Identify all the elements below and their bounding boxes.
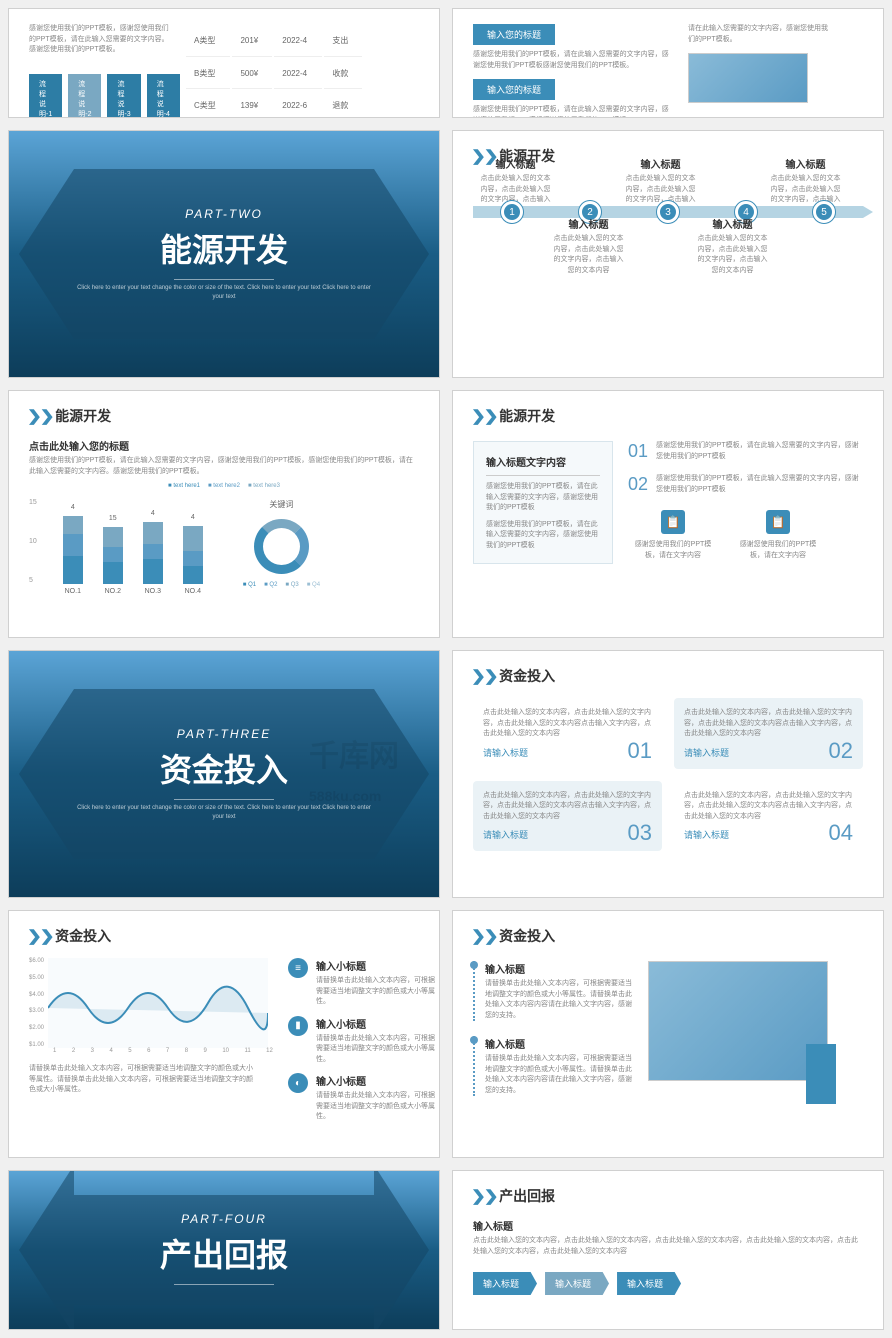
s2-h1: 输入您的标题	[473, 24, 555, 45]
slide-output: 产出回报 输入标题 点击此处输入您的文本内容，点击此处输入您的文本内容，点击此处…	[452, 1170, 884, 1330]
qcard-4: 点击此处输入您的文本内容，点击此处输入您的文字内容，点击此处输入您的文本内容点击…	[674, 781, 863, 852]
s2-t1: 感谢您使用我们的PPT模板，请在此输入您需要的文字内容，感谢您使用我们PPT模板…	[473, 50, 673, 71]
tab-4[interactable]: 流程说明-4	[147, 74, 180, 119]
bar-icon: ▮	[288, 1016, 308, 1036]
timeline-track: 1 2 3 4 5	[473, 206, 863, 218]
cover-part-three: 千库网588ku.com PART-THREE 资金投入 Click here …	[8, 650, 440, 898]
slide-image-text: 资金投入 输入标题 请替换单击此处输入文本内容，可根据需要适当地调整文字的颜色或…	[452, 910, 884, 1158]
slide-quad: 资金投入 点击此处输入您的文本内容，点击此处输入您的文字内容，点击此处输入您的文…	[452, 650, 884, 898]
chart-desc: 感谢您使用我们的PPT模板，请在此输入您需要的文字内容，感谢您使用我们的PPT模…	[29, 456, 419, 477]
slide-2: 输入您的标题 感谢您使用我们的PPT模板，请在此输入您需要的文字内容，感谢您使用…	[452, 8, 884, 118]
chevron-icon	[473, 407, 494, 426]
chevron-icon	[473, 667, 494, 686]
s2-image	[688, 53, 808, 103]
tl-node-3: 3	[657, 201, 679, 223]
part-title: 能源开发	[160, 225, 288, 271]
slide-barchart: 能源开发 点击此处输入您的标题 感谢您使用我们的PPT模板，请在此输入您需要的文…	[8, 390, 440, 638]
slide-infobox: 能源开发 输入标题文字内容 感谢您使用我们的PPT模板，请在此输入您需要的文字内…	[452, 390, 884, 638]
info-box: 输入标题文字内容 感谢您使用我们的PPT模板，请在此输入您需要的文字内容，感谢您…	[473, 441, 613, 564]
chevron-icon	[29, 407, 50, 426]
s2-h2: 输入您的标题	[473, 79, 555, 100]
quad-grid: 点击此处输入您的文本内容，点击此处输入您的文字内容，点击此处输入您的文本内容点击…	[473, 698, 863, 851]
clipboard-icon: 📋	[661, 510, 685, 534]
part-sub: Click here to enter your text change the…	[74, 284, 374, 301]
slide-linechart: 资金投入 $6.00$5.00$4.00$3.00$2.00$1.00 1234…	[8, 910, 440, 1158]
chevron-icon	[29, 927, 50, 946]
chevron-icon	[473, 927, 494, 946]
line-chart-svg	[48, 958, 268, 1048]
chart-title: 点击此处输入您的标题	[29, 438, 419, 453]
s1-desc: 感谢您使用我们的PPT模板，感谢您使用我们的PPT模板，请在此输入您需要的文字内…	[29, 24, 169, 56]
slide-timeline: 能源开发 输入标题点击此处输入您的文本内容，点击此处输入您的文字内容，点击输入您…	[452, 130, 884, 378]
s1-tabs: 流程说明-1 流程说明-2 流程说明-3 流程说明-4	[29, 74, 169, 119]
s2-side: 请在此输入您需要的文字内容，感谢您使用我们的PPT模板。	[688, 24, 828, 45]
tab-3[interactable]: 流程说明-3	[107, 74, 140, 119]
chevron-icon	[473, 1187, 494, 1206]
pie-icon: ◐	[288, 1073, 308, 1093]
num-02: 02	[628, 474, 648, 495]
chart-legend: text here1 text here2 text here3	[29, 483, 419, 489]
arrow-label: 输入标题	[545, 1272, 609, 1295]
num-01: 01	[628, 441, 648, 462]
arrow-label: 输入标题	[473, 1272, 537, 1295]
clipboard-icon: 📋	[766, 510, 790, 534]
qcard-3: 点击此处输入您的文本内容，点击此处输入您的文字内容，点击此处输入您的文本内容点击…	[473, 781, 662, 852]
s1-table: A类型201¥2022-4支出 B类型500¥2022-4收款 C类型139¥2…	[184, 24, 364, 118]
s2-t2: 感谢您使用我们的PPT模板，请在此输入您需要的文字内容，感谢您使用我们PPT模板…	[473, 105, 673, 118]
timeline: 输入标题点击此处输入您的文本内容，点击此处输入您的文字内容，点击输入您的文本内容…	[473, 206, 863, 218]
slide-1: 感谢您使用我们的PPT模板，感谢您使用我们的PPT模板，请在此输入您需要的文字内…	[8, 8, 440, 118]
hex-frame: PART-TWO 能源开发 Click here to enter your t…	[74, 169, 374, 339]
arrow-label: 输入标题	[617, 1272, 681, 1295]
cover-part-four: PART-FOUR 产出回报	[8, 1170, 440, 1330]
donut-chart	[254, 519, 309, 574]
chart-area: 15105 4NO.115NO.24NO.34NO.4 关键词 Q1 Q2 Q3…	[29, 499, 419, 588]
tab-1[interactable]: 流程说明-1	[29, 74, 62, 119]
slide-grid: 感谢您使用我们的PPT模板，感谢您使用我们的PPT模板，请在此输入您需要的文字内…	[8, 8, 884, 1330]
chart-icon: ≡	[288, 958, 308, 978]
cover-part-two: PART-TWO 能源开发 Click here to enter your t…	[8, 130, 440, 378]
part-label: PART-TWO	[185, 207, 263, 221]
qcard-2: 点击此处输入您的文本内容，点击此处输入您的文字内容，点击此处输入您的文本内容点击…	[674, 698, 863, 769]
tab-2[interactable]: 流程说明-2	[68, 74, 101, 119]
tl-node-5: 5	[813, 201, 835, 223]
wind-turbine-image	[648, 961, 828, 1081]
qcard-1: 点击此处输入您的文本内容，点击此处输入您的文字内容，点击此处输入您的文本内容点击…	[473, 698, 662, 769]
tl-node-1: 1	[501, 201, 523, 223]
